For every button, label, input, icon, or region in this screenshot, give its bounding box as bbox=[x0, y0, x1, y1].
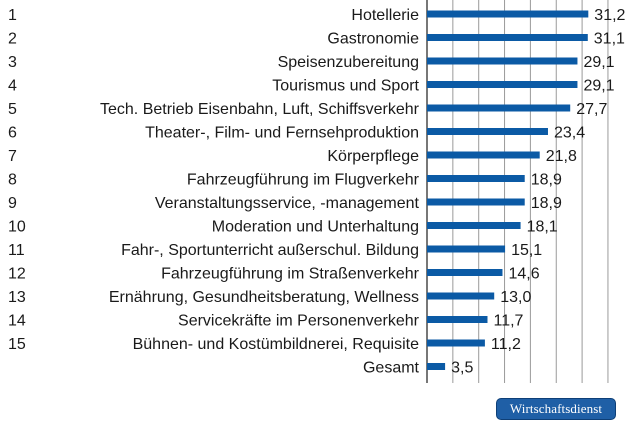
category-label: Körperpflege bbox=[327, 148, 419, 165]
category-label: Fahrzeugführung im Flugverkehr bbox=[187, 172, 420, 189]
rank-number: 15 bbox=[8, 336, 26, 353]
category-label: Tech. Betrieb Eisenbahn, Luft, Schiffsve… bbox=[100, 101, 420, 118]
bar bbox=[427, 339, 485, 347]
bar bbox=[427, 269, 503, 276]
category-label: Hotellerie bbox=[351, 7, 419, 24]
bar bbox=[427, 57, 578, 65]
value-label: 18,9 bbox=[531, 172, 562, 189]
source-badge: Wirtschaftsdienst bbox=[496, 398, 616, 420]
category-label: Tourismus und Sport bbox=[272, 78, 419, 95]
value-label: 11,2 bbox=[491, 336, 521, 353]
value-label: 3,5 bbox=[451, 360, 473, 377]
rank-number: 11 bbox=[8, 242, 25, 259]
value-label: 18,1 bbox=[527, 219, 558, 236]
rank-number: 10 bbox=[8, 219, 26, 236]
value-label: 29,1 bbox=[583, 78, 614, 95]
bar bbox=[427, 222, 521, 229]
bar bbox=[427, 175, 525, 182]
category-label: Fahr-, Sportunterricht außerschul. Bildu… bbox=[121, 242, 419, 259]
bar bbox=[427, 198, 525, 206]
rank-number: 7 bbox=[8, 148, 17, 165]
category-label: Bühnen- und Kostümbildnerei, Requisite bbox=[133, 336, 420, 353]
category-label: Servicekräfte im Personenverkehr bbox=[178, 313, 420, 330]
rank-number: 14 bbox=[8, 313, 26, 330]
rank-number: 9 bbox=[8, 195, 17, 212]
rank-number: 6 bbox=[8, 125, 17, 142]
value-label: 13,0 bbox=[500, 289, 531, 306]
rank-number: 2 bbox=[8, 31, 17, 48]
value-label: 21,8 bbox=[546, 148, 577, 165]
bar bbox=[427, 10, 589, 18]
value-label: 27,7 bbox=[576, 101, 607, 118]
category-label: Fahrzeugführung im Straßenverkehr bbox=[161, 266, 420, 283]
rank-number: 3 bbox=[8, 54, 17, 71]
value-label: 23,4 bbox=[554, 125, 585, 142]
rank-number: 1 bbox=[8, 7, 17, 24]
value-label: 29,1 bbox=[583, 54, 614, 71]
rank-number: 4 bbox=[8, 78, 17, 95]
bar bbox=[427, 34, 588, 41]
category-label: Theater-, Film- und Fernsehproduktion bbox=[145, 125, 419, 142]
value-label: 31,2 bbox=[594, 7, 625, 24]
value-label: 14,6 bbox=[508, 266, 539, 283]
value-label: 11,7 bbox=[493, 313, 523, 330]
rank-number: 5 bbox=[8, 101, 17, 118]
rank-number: 12 bbox=[8, 266, 26, 283]
category-label: Gastronomie bbox=[327, 31, 419, 48]
category-label: Moderation und Unterhaltung bbox=[212, 219, 419, 236]
rank-number: 8 bbox=[8, 172, 17, 189]
rank-number: 13 bbox=[8, 289, 26, 306]
bar bbox=[427, 245, 506, 253]
value-label: 15,1 bbox=[511, 242, 542, 259]
bar bbox=[427, 363, 446, 370]
bar bbox=[427, 292, 495, 300]
bar bbox=[427, 128, 548, 135]
category-label: Gesamt bbox=[363, 360, 420, 377]
category-label: Speisenzubereitung bbox=[278, 54, 419, 71]
value-label: 31,1 bbox=[594, 31, 625, 48]
bar bbox=[427, 104, 571, 112]
bar bbox=[427, 316, 488, 323]
category-label: Ernährung, Gesundheitsberatung, Wellness bbox=[109, 289, 419, 306]
category-label: Veranstaltungsservice, -management bbox=[155, 195, 420, 212]
value-label: 18,9 bbox=[531, 195, 562, 212]
bar bbox=[427, 81, 578, 88]
bar bbox=[427, 151, 540, 159]
